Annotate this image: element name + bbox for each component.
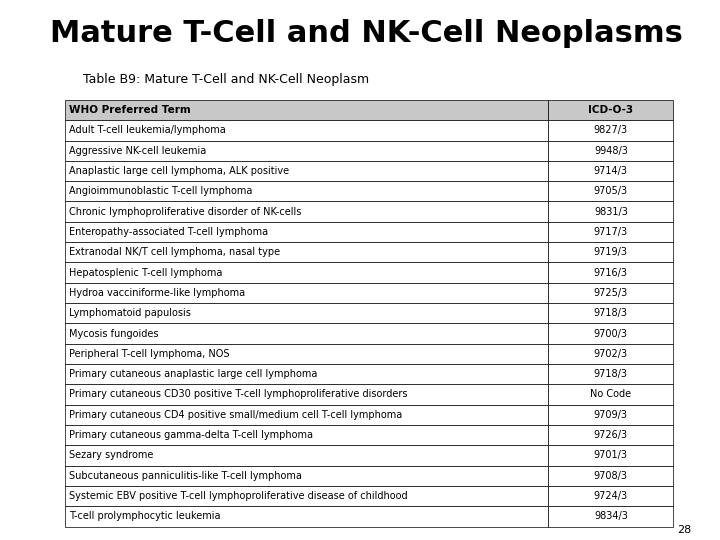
Bar <box>65 303 549 323</box>
Bar <box>549 343 673 364</box>
Text: 9709/3: 9709/3 <box>594 410 628 420</box>
Text: 9718/3: 9718/3 <box>594 369 628 379</box>
Text: 28: 28 <box>677 524 691 535</box>
Bar <box>549 120 673 140</box>
Text: 9705/3: 9705/3 <box>594 186 628 197</box>
Text: Primary cutaneous gamma-delta T-cell lymphoma: Primary cutaneous gamma-delta T-cell lym… <box>69 430 313 440</box>
Bar <box>65 465 549 486</box>
Bar <box>549 181 673 201</box>
Bar <box>549 100 673 120</box>
Text: Hydroa vacciniforme-like lymphoma: Hydroa vacciniforme-like lymphoma <box>69 288 246 298</box>
Bar <box>65 364 549 384</box>
Bar <box>549 262 673 283</box>
Bar <box>65 425 549 446</box>
Text: 9834/3: 9834/3 <box>594 511 628 521</box>
Bar <box>65 384 549 404</box>
Bar <box>65 222 549 242</box>
Bar <box>65 120 549 140</box>
Bar <box>549 384 673 404</box>
Text: Adult T-cell leukemia/lymphoma: Adult T-cell leukemia/lymphoma <box>69 125 226 136</box>
Text: T-cell prolymphocytic leukemia: T-cell prolymphocytic leukemia <box>69 511 220 521</box>
Text: 9701/3: 9701/3 <box>594 450 628 461</box>
Bar <box>65 161 549 181</box>
Bar <box>549 404 673 425</box>
Bar <box>549 242 673 262</box>
Bar <box>549 222 673 242</box>
Bar <box>65 343 549 364</box>
Text: Mycosis fungoides: Mycosis fungoides <box>69 328 158 339</box>
Text: Table B9: Mature T-Cell and NK-Cell Neoplasm: Table B9: Mature T-Cell and NK-Cell Neop… <box>83 73 369 86</box>
Text: Sezary syndrome: Sezary syndrome <box>69 450 153 461</box>
Text: No Code: No Code <box>590 389 631 400</box>
Bar <box>65 404 549 425</box>
Text: Chronic lymphoproliferative disorder of NK-cells: Chronic lymphoproliferative disorder of … <box>69 207 302 217</box>
Text: 9724/3: 9724/3 <box>594 491 628 501</box>
Bar <box>65 323 549 343</box>
Text: ICD-O-3: ICD-O-3 <box>588 105 634 115</box>
Bar <box>549 283 673 303</box>
Text: Subcutaneous panniculitis-like T-cell lymphoma: Subcutaneous panniculitis-like T-cell ly… <box>69 471 302 481</box>
Bar <box>549 323 673 343</box>
Text: 9702/3: 9702/3 <box>594 349 628 359</box>
Bar <box>65 283 549 303</box>
Text: Primary cutaneous CD30 positive T-cell lymphoproliferative disorders: Primary cutaneous CD30 positive T-cell l… <box>69 389 408 400</box>
Text: WHO Preferred Term: WHO Preferred Term <box>69 105 191 115</box>
Text: Enteropathy-associated T-cell lymphoma: Enteropathy-associated T-cell lymphoma <box>69 227 269 237</box>
Text: Angioimmunoblastic T-cell lymphoma: Angioimmunoblastic T-cell lymphoma <box>69 186 253 197</box>
Bar <box>65 100 549 120</box>
Text: Mature T-Cell and NK-Cell Neoplasms: Mature T-Cell and NK-Cell Neoplasms <box>50 19 683 48</box>
Bar <box>65 181 549 201</box>
Bar <box>65 506 549 526</box>
Text: 9708/3: 9708/3 <box>594 471 628 481</box>
Bar <box>549 506 673 526</box>
Bar <box>65 446 549 465</box>
Bar <box>65 201 549 222</box>
Bar <box>65 140 549 161</box>
Text: 9717/3: 9717/3 <box>594 227 628 237</box>
Bar <box>549 425 673 446</box>
Bar <box>549 161 673 181</box>
Bar <box>549 364 673 384</box>
Bar <box>549 201 673 222</box>
Text: 9726/3: 9726/3 <box>594 430 628 440</box>
Text: 9827/3: 9827/3 <box>594 125 628 136</box>
Bar <box>549 303 673 323</box>
Text: Anaplastic large cell lymphoma, ALK positive: Anaplastic large cell lymphoma, ALK posi… <box>69 166 289 176</box>
Text: Extranodal NK/T cell lymphoma, nasal type: Extranodal NK/T cell lymphoma, nasal typ… <box>69 247 280 257</box>
Text: Systemic EBV positive T-cell lymphoproliferative disease of childhood: Systemic EBV positive T-cell lymphoproli… <box>69 491 408 501</box>
Text: Lymphomatoid papulosis: Lymphomatoid papulosis <box>69 308 191 318</box>
Text: 9725/3: 9725/3 <box>594 288 628 298</box>
Text: 9714/3: 9714/3 <box>594 166 628 176</box>
Text: 9948/3: 9948/3 <box>594 146 628 156</box>
Text: 9716/3: 9716/3 <box>594 268 628 278</box>
Text: Hepatosplenic T-cell lymphoma: Hepatosplenic T-cell lymphoma <box>69 268 222 278</box>
Bar <box>549 446 673 465</box>
Text: 9700/3: 9700/3 <box>594 328 628 339</box>
Text: 9831/3: 9831/3 <box>594 207 628 217</box>
Bar <box>549 465 673 486</box>
Text: 9719/3: 9719/3 <box>594 247 628 257</box>
Bar <box>65 486 549 506</box>
Bar <box>549 486 673 506</box>
Text: Primary cutaneous CD4 positive small/medium cell T-cell lymphoma: Primary cutaneous CD4 positive small/med… <box>69 410 402 420</box>
Bar <box>65 242 549 262</box>
Text: Aggressive NK-cell leukemia: Aggressive NK-cell leukemia <box>69 146 207 156</box>
Bar <box>65 262 549 283</box>
Text: Primary cutaneous anaplastic large cell lymphoma: Primary cutaneous anaplastic large cell … <box>69 369 318 379</box>
Text: Peripheral T-cell lymphoma, NOS: Peripheral T-cell lymphoma, NOS <box>69 349 230 359</box>
Text: 9718/3: 9718/3 <box>594 308 628 318</box>
Bar <box>549 140 673 161</box>
